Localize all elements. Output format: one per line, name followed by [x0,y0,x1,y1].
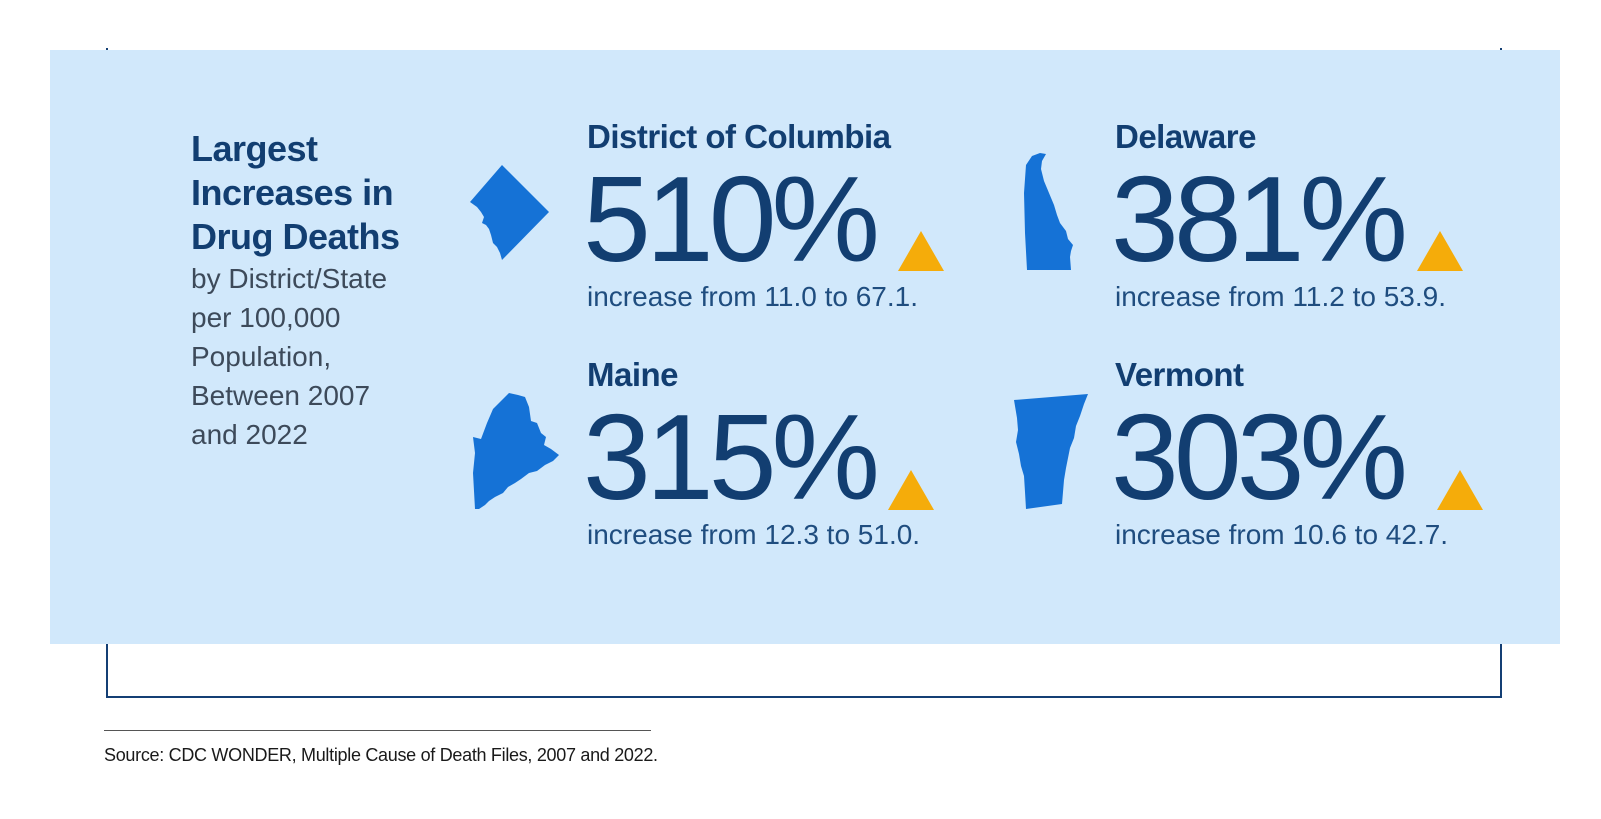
stat-description: increase from 12.3 to 51.0. [587,519,921,550]
source-note: Source: CDC WONDER, Multiple Cause of De… [104,745,658,765]
stat-description: increase from 11.2 to 53.9. [1115,281,1446,312]
stat-value: 381% [1111,151,1408,287]
subtitle-line: per 100,000 [191,302,341,333]
stat-value: 510% [583,151,880,287]
headline-subtitle: by District/State per 100,000 Population… [191,259,451,454]
vermont-map-icon [1014,394,1088,509]
title-line: Largest [191,128,318,169]
stat-name: Maine [587,356,679,393]
subtitle-line: Between 2007 [191,380,371,411]
up-triangle-icon [1437,470,1483,510]
title-line: Increases in [191,172,394,213]
subtitle-line: and 2022 [191,419,308,450]
stat-value: 315% [583,389,880,525]
stat-name: Delaware [1115,118,1256,155]
source-divider [104,730,651,731]
infographic-panel [50,50,1560,644]
stat-value: 303% [1111,389,1408,525]
up-triangle-icon [898,231,944,271]
headline-title: Largest Increases in Drug Deaths [191,127,451,259]
subtitle-line: Population, [191,341,332,372]
up-triangle-icon [1417,231,1463,271]
headline-block: Largest Increases in Drug Deaths by Dist… [191,127,451,454]
stat-description: increase from 11.0 to 67.1. [587,281,918,312]
subtitle-line: by District/State [191,263,388,294]
stat-description: increase from 10.6 to 42.7. [1115,519,1449,550]
delaware-map-icon [1024,153,1073,270]
stat-name: District of Columbia [587,118,891,155]
title-line: Drug Deaths [191,216,400,257]
dc-map-icon [470,165,549,260]
maine-map-icon [473,393,559,509]
stat-name: Vermont [1115,356,1244,393]
up-triangle-icon [888,470,934,510]
